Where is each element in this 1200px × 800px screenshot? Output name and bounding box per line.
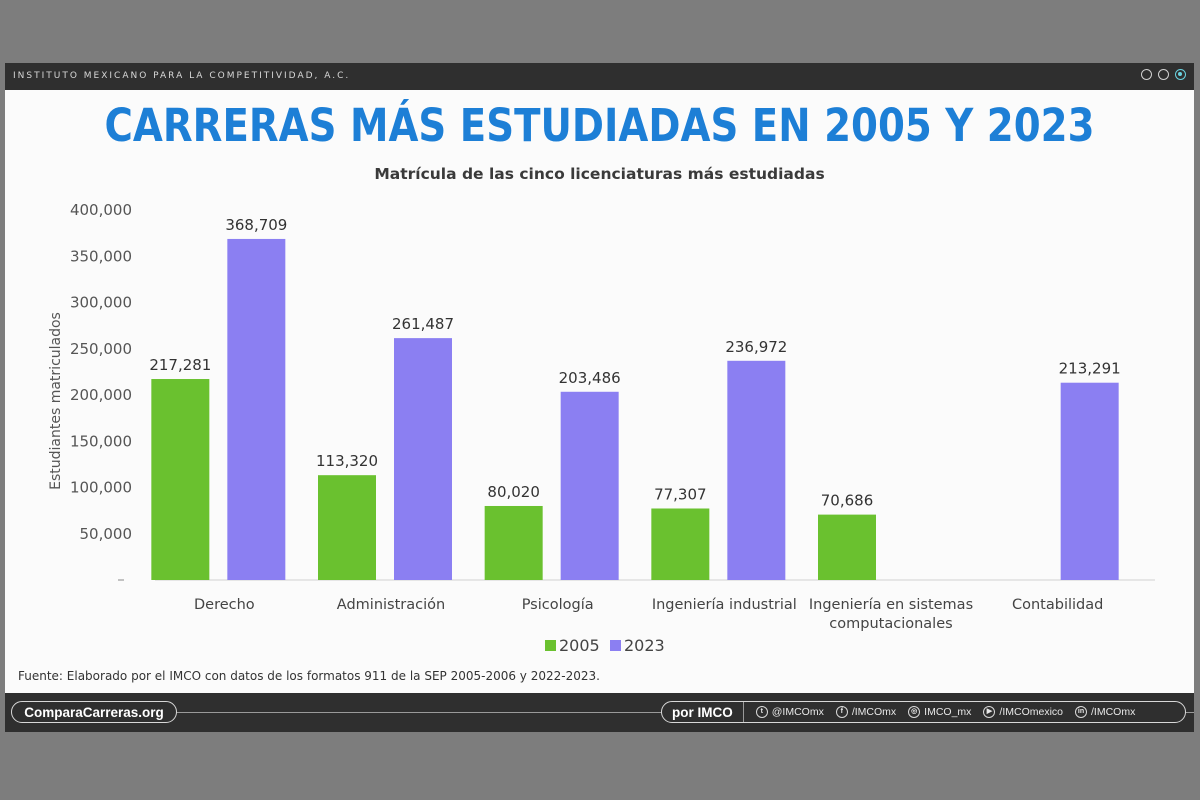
category-label: Psicología bbox=[522, 597, 594, 613]
youtube-icon: ▶ bbox=[983, 706, 996, 718]
social-link[interactable]: f/IMCOmx bbox=[835, 706, 897, 718]
circle-icon[interactable] bbox=[1158, 69, 1169, 80]
y-tick-label: 150,000 bbox=[70, 432, 132, 450]
bar-2023 bbox=[227, 238, 286, 581]
bar-2005 bbox=[484, 505, 543, 580]
data-label: 77,307 bbox=[654, 485, 707, 503]
social-link[interactable]: in/IMCOmx bbox=[1075, 706, 1135, 718]
category-label: computacionales bbox=[829, 616, 952, 632]
data-label: 80,020 bbox=[487, 483, 540, 501]
data-label: 217,281 bbox=[149, 356, 211, 374]
social-handle: IMCO_mx bbox=[924, 706, 972, 718]
bar-2005 bbox=[318, 475, 376, 580]
social-links: por IMCO t @IMCOmx f/IMCOmx ◎ IMCO_mx ▶/IMCOm… bbox=[661, 701, 1186, 723]
y-axis-label: Estudiantes matriculados bbox=[48, 312, 64, 490]
page-title: CARRERAS MÁS ESTUDIADAS EN 2005 Y 2023 bbox=[104, 99, 1095, 152]
category-label: Administración bbox=[337, 597, 445, 613]
website-link[interactable]: ComparaCarreras.org bbox=[11, 701, 177, 723]
data-label: 368,709 bbox=[225, 216, 287, 234]
legend-swatch-2005 bbox=[545, 640, 556, 651]
bottom-bar: ComparaCarreras.org por IMCO t @IMCOmx f/I… bbox=[5, 693, 1194, 732]
y-tick-label: 50,000 bbox=[80, 525, 133, 543]
data-label: 236,972 bbox=[725, 338, 787, 356]
social-handle: /IMCOmx bbox=[851, 706, 897, 718]
chart-subtitle: Matrícula de las cinco licenciaturas más… bbox=[374, 165, 825, 183]
bar-2023 bbox=[727, 360, 786, 580]
top-bar: INSTITUTO MEXICANO PARA LA COMPETITIVIDA… bbox=[5, 63, 1194, 90]
category-label: Ingeniería en sistemas bbox=[809, 597, 973, 613]
y-tick-label: 200,000 bbox=[70, 386, 132, 404]
y-tick-label: 400,000 bbox=[70, 201, 132, 219]
category-label: Derecho bbox=[194, 597, 255, 613]
twitter-icon: t bbox=[755, 706, 768, 718]
window-controls bbox=[1141, 69, 1186, 80]
bar-chart: 50,000 100,000 150,000 200,000 250,000 300,00… bbox=[48, 201, 1155, 655]
legend-label: 2005 bbox=[559, 636, 600, 655]
social-handle: /IMCOmexico bbox=[999, 706, 1063, 718]
social-link[interactable]: ◎ IMCO_mx bbox=[908, 706, 971, 718]
by-imco-label: por IMCO bbox=[662, 702, 744, 722]
social-handle: /IMCOmx bbox=[1091, 706, 1136, 718]
category-label: Contabilidad bbox=[1012, 597, 1103, 613]
legend-swatch-2023 bbox=[610, 640, 621, 651]
legend-label: 2023 bbox=[624, 636, 665, 655]
circle-active-icon[interactable] bbox=[1175, 69, 1186, 80]
data-label: 113,320 bbox=[316, 452, 378, 470]
y-tick-label: 250,000 bbox=[70, 340, 132, 358]
data-label: 261,487 bbox=[392, 315, 454, 333]
y-tick-label: 300,000 bbox=[70, 294, 132, 312]
org-name: INSTITUTO MEXICANO PARA LA COMPETITIVIDA… bbox=[13, 71, 351, 81]
category-label: Ingeniería industrial bbox=[652, 597, 797, 613]
y-tick-label: 350,000 bbox=[70, 247, 132, 265]
data-label: 203,486 bbox=[559, 369, 621, 387]
social-link[interactable]: t @IMCOmx bbox=[755, 706, 824, 718]
infographic-frame: INSTITUTO MEXICANO PARA LA COMPETITIVIDA… bbox=[5, 63, 1194, 732]
social-handle: @IMCOmx bbox=[771, 706, 824, 718]
y-tick-label: 100,000 bbox=[70, 479, 132, 497]
linkedin-icon: in bbox=[1075, 706, 1087, 718]
bar-2005 bbox=[818, 514, 876, 580]
data-label: 213,291 bbox=[1059, 360, 1121, 378]
bar-2023 bbox=[394, 338, 452, 580]
facebook-icon: f bbox=[835, 706, 848, 718]
circle-icon[interactable] bbox=[1141, 69, 1152, 80]
bar-2023 bbox=[560, 391, 619, 580]
data-label: 70,686 bbox=[821, 492, 874, 510]
bar-2005 bbox=[651, 508, 710, 580]
bar-2023 bbox=[1060, 382, 1119, 580]
source-note: Fuente: Elaborado por el IMCO con datos … bbox=[18, 669, 600, 683]
social-link[interactable]: ▶/IMCOmexico bbox=[983, 706, 1063, 718]
bar-2005 bbox=[151, 379, 210, 580]
instagram-icon: ◎ bbox=[908, 706, 921, 718]
